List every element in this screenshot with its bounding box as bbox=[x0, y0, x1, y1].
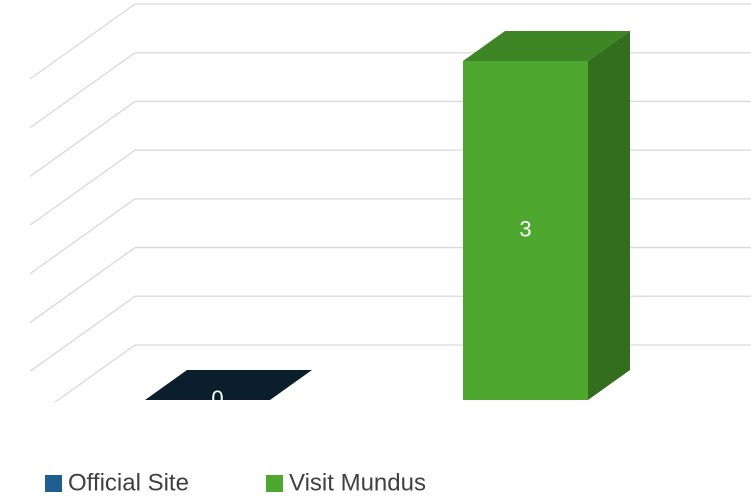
bar-top bbox=[145, 370, 312, 400]
legend-label: Official Site bbox=[68, 469, 189, 496]
bar-side bbox=[588, 31, 630, 400]
grid-line bbox=[29, 149, 751, 226]
legend-swatch bbox=[45, 475, 62, 492]
grid-line bbox=[29, 246, 751, 324]
bar-front bbox=[463, 61, 588, 400]
legend-label: Visit Mundus bbox=[289, 469, 426, 496]
bar-top bbox=[463, 31, 630, 61]
legend-swatch bbox=[266, 475, 283, 492]
data-label: 3 bbox=[519, 216, 531, 241]
grid-line bbox=[29, 3, 751, 80]
grid-line bbox=[29, 295, 751, 372]
grid-line bbox=[29, 198, 751, 275]
mask bbox=[0, 402, 751, 422]
grid-line bbox=[29, 100, 751, 177]
grid-line bbox=[29, 52, 751, 129]
